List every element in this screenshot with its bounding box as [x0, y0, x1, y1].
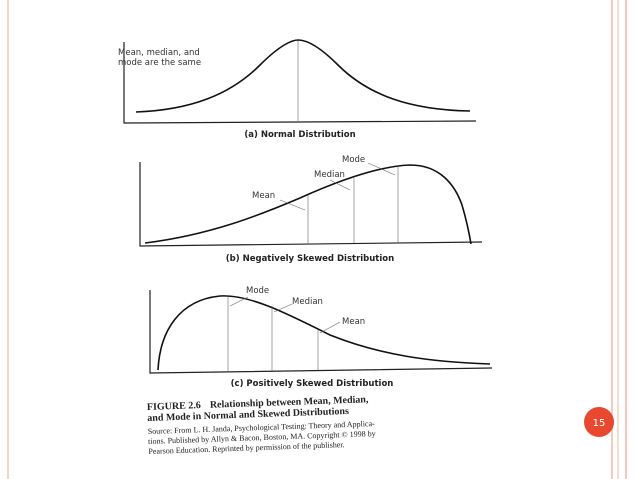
figure-caption: FIGURE 2.6 Relationship between Mean, Me…: [147, 394, 376, 456]
figure-label: FIGURE 2.6: [147, 400, 201, 413]
page-badge: [584, 407, 614, 437]
label: Mean: [342, 317, 365, 327]
label: Mode: [246, 286, 269, 296]
note: Mean, median, and: [118, 48, 200, 58]
label: Mean: [252, 191, 275, 201]
caption: (b) Negatively Skewed Distribution: [226, 254, 394, 264]
curve: [144, 164, 472, 245]
leaders: [279, 162, 396, 211]
caption: (a) Normal Distribution: [244, 130, 355, 140]
panel-b: Mean Median Mode (b) Negatively Skewed D…: [139, 155, 483, 264]
axes: [139, 162, 483, 247]
note: mode are the same: [118, 58, 201, 68]
page-number: 15: [593, 418, 606, 429]
leaders: [229, 296, 341, 334]
panel-c: Mode Median Mean (c) Positively Skewed D…: [149, 286, 493, 389]
axes: [123, 42, 477, 124]
label: Mode: [342, 155, 365, 165]
panel-a: Mean, median, and mode are the same (a) …: [118, 39, 477, 140]
axes: [149, 290, 493, 374]
label: Median: [292, 297, 323, 307]
label: Median: [314, 170, 345, 180]
curve: [135, 39, 471, 113]
caption: (c) Positively Skewed Distribution: [231, 379, 394, 389]
curve: [157, 295, 491, 371]
